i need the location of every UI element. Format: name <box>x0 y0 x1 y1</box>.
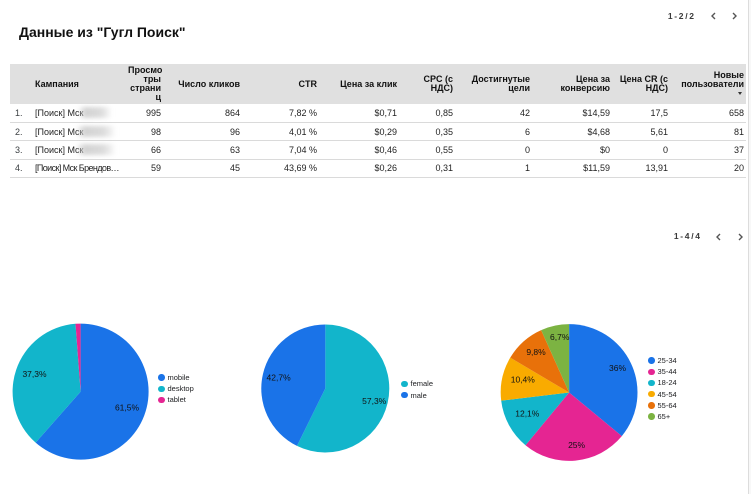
svg-text:36%: 36% <box>609 363 626 373</box>
svg-text:6,7%: 6,7% <box>550 332 570 342</box>
svg-text:61,5%: 61,5% <box>115 403 140 413</box>
svg-text:57,3%: 57,3% <box>362 396 387 406</box>
svg-text:25%: 25% <box>568 440 585 450</box>
svg-text:42,7%: 42,7% <box>267 373 292 383</box>
svg-text:9,8%: 9,8% <box>526 347 546 357</box>
svg-text:10,4%: 10,4% <box>511 375 536 385</box>
svg-text:12,1%: 12,1% <box>515 409 540 419</box>
svg-text:37,3%: 37,3% <box>22 369 47 379</box>
